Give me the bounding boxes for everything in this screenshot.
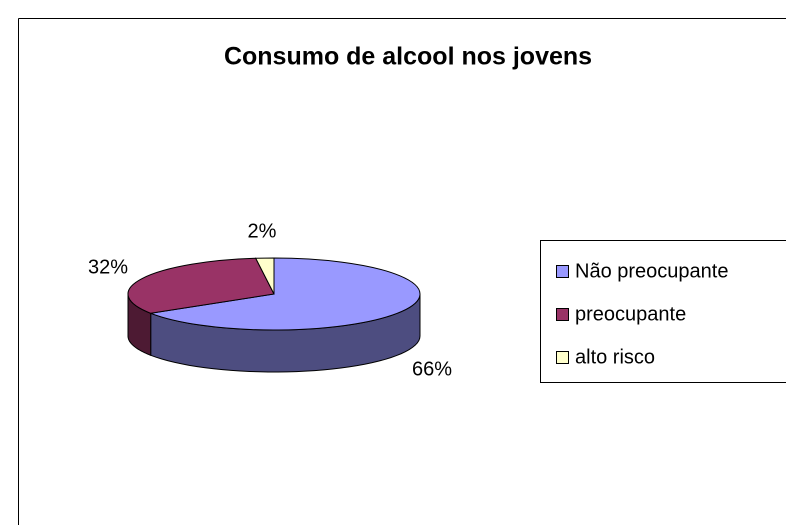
legend-label: alto risco [575,346,655,368]
pie-slice [254,257,275,295]
legend-swatch [556,308,569,321]
pie-slice [148,257,421,331]
data-label: 66% [412,358,452,380]
legend: Não preocupante preocupante alto risco [540,240,786,383]
data-label: 32% [88,256,128,278]
legend-label: Não preocupante [575,260,728,282]
legend-box [540,240,786,383]
legend-swatch [556,351,569,364]
chart-title: Consumo de alcool nos jovens [224,43,592,71]
pie: 66% 32% 2% [88,220,452,380]
legend-swatch [556,265,569,278]
legend-label: preocupante [575,303,686,325]
data-label: 2% [248,220,277,242]
pie-slice [127,257,275,314]
